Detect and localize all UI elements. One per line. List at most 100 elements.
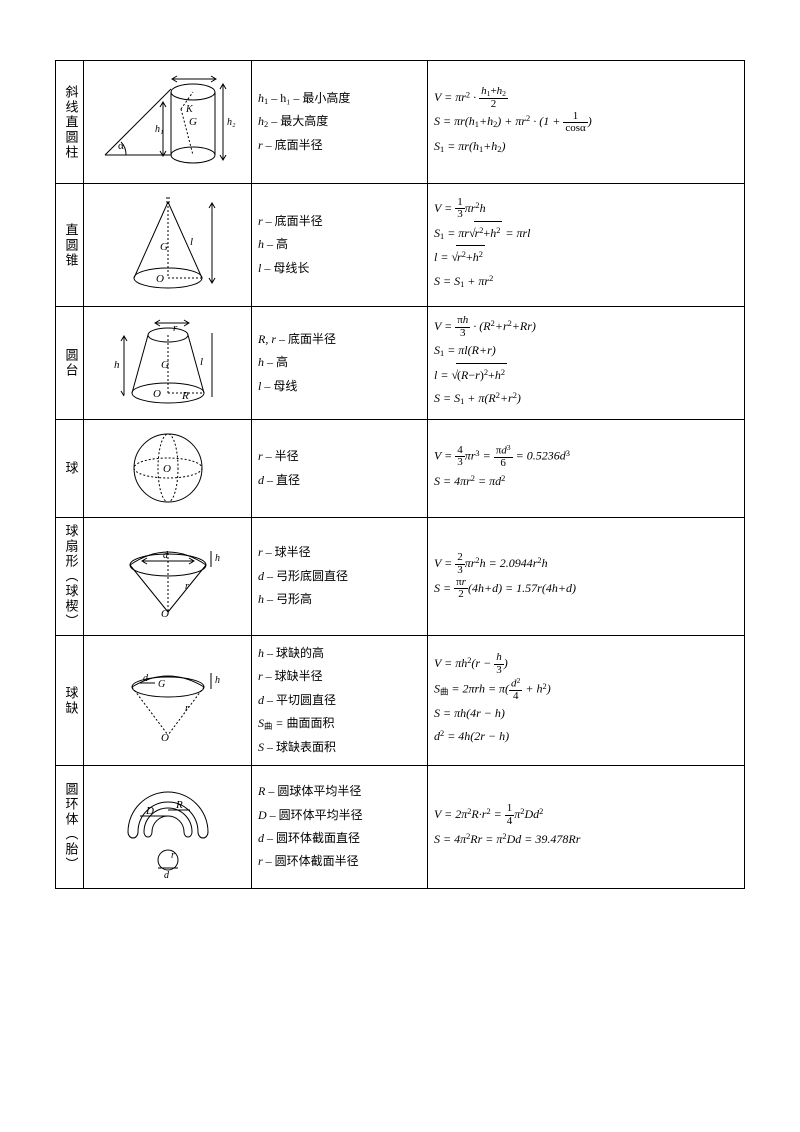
table-row: 球 O r – 半径 d – 直径 V = 43πr3 = πd36 = 0.5…	[56, 420, 745, 518]
param-line: r – 圆环体截面半径	[258, 850, 421, 873]
table-row: 圆环体︵胎︶ d D R r R – 圆球体平均半	[56, 766, 745, 889]
param-line: R, r – 底面半径	[258, 328, 421, 351]
formula-line: V = πr2 · h1+h22	[434, 86, 738, 111]
svg-text:α: α	[118, 140, 124, 152]
svg-text:r: r	[171, 850, 175, 861]
svg-text:G: G	[160, 241, 168, 253]
formula-line: S = πr(h1+h2) + πr2 · (1 + 1cosα)	[434, 110, 738, 134]
svg-text:h: h	[215, 675, 220, 686]
formula-cell: V = πr2 · h1+h22 S = πr(h1+h2) + πr2 · (…	[428, 61, 745, 184]
shape-name: 直圆锥	[62, 223, 80, 268]
svg-text:G: G	[158, 679, 165, 690]
formula-line: S = 4π2Rr = π2Dd = 39.478Rr	[434, 828, 738, 851]
param-line: h – 高	[258, 351, 421, 374]
svg-text:O: O	[153, 388, 161, 400]
svg-text:O: O	[161, 732, 169, 744]
svg-text:G: G	[189, 116, 197, 128]
svg-text:h: h	[215, 553, 220, 564]
formula-line: S = πr2(4h+d) = 1.57r(4h+d)	[434, 577, 738, 601]
param-line: l – 母线长	[258, 257, 421, 280]
table-row: 圆台 G O R r h l R,	[56, 307, 745, 420]
param-line: l – 母线	[258, 375, 421, 398]
formula-line: S = 4πr2 = πd2	[434, 470, 738, 493]
formula-line: S曲 = 2πrh = π(d24 + h2)	[434, 677, 738, 703]
figure-cell: O G d r h	[84, 636, 252, 766]
formula-cell: V = 23πr2h = 2.0944r2h S = πr2(4h+d) = 1…	[428, 518, 745, 636]
svg-text:h₁: h₁	[155, 124, 163, 135]
param-line: r – 底面半径	[258, 134, 421, 157]
formula-line: V = 13πr2h	[434, 197, 738, 221]
svg-text:r: r	[173, 322, 178, 334]
table-row: 直圆锥 G O l r – 底面半径 h – 高 l – 母线长 V = 13π…	[56, 184, 745, 307]
svg-text:l: l	[190, 236, 193, 248]
svg-text:O: O	[156, 273, 164, 285]
param-line: h – 高	[258, 233, 421, 256]
param-line: h2 – 最大高度	[258, 110, 421, 133]
figure-cell: G O l	[84, 184, 252, 307]
formula-line: l = √(R−r)2+h2	[434, 363, 738, 387]
geometry-formula-table: 斜线直圆柱 G K α h₁ h₂	[55, 60, 745, 889]
param-cell: R – 圆球体平均半径 D – 圆环体平均半径 d – 圆环体截面直径 r – …	[252, 766, 428, 889]
svg-text:R: R	[175, 799, 183, 811]
formula-line: S1 = πl(R+r)	[434, 339, 738, 362]
svg-text:h: h	[114, 359, 120, 371]
param-line: h1 – h₁ – 最小高度	[258, 87, 421, 110]
param-cell: R, r – 底面半径 h – 高 l – 母线	[252, 307, 428, 420]
param-line: d – 直径	[258, 469, 421, 492]
table-row: 球扇形︵球楔︶ O d r h r – 球半径 d – 弓形底圆直径 h – 弓…	[56, 518, 745, 636]
param-line: h – 弓形高	[258, 588, 421, 611]
svg-text:O: O	[163, 463, 171, 475]
svg-text:r: r	[185, 581, 189, 592]
shape-name: 球扇形︵球楔︶	[62, 524, 80, 629]
svg-text:K: K	[185, 104, 194, 115]
formula-line: l = √r2+h2	[434, 245, 738, 269]
param-line: r – 半径	[258, 445, 421, 468]
shape-name: 圆环体︵胎︶	[62, 782, 80, 872]
svg-text:R: R	[181, 390, 189, 402]
table-row: 球缺 O G d r h h – 球缺的高 r – 球缺半径 d – 平切圆直径…	[56, 636, 745, 766]
formula-line: S1 = πr(h1+h2)	[434, 135, 738, 158]
formula-cell: V = 43πr3 = πd36 = 0.5236d3 S = 4πr2 = π…	[428, 420, 745, 518]
formula-cell: V = πh2(r − h3) S曲 = 2πrh = π(d24 + h2) …	[428, 636, 745, 766]
svg-text:h₂: h₂	[227, 117, 236, 128]
formula-cell: V = πh3 · (R2+r2+Rr) S1 = πl(R+r) l = √(…	[428, 307, 745, 420]
svg-text:D: D	[145, 805, 154, 817]
figure-cell: G O R r h l	[84, 307, 252, 420]
shape-name: 圆台	[62, 348, 80, 378]
svg-text:d: d	[164, 870, 170, 881]
svg-text:l: l	[200, 356, 203, 368]
param-cell: h – 球缺的高 r – 球缺半径 d – 平切圆直径 S曲 = 曲面面积 S …	[252, 636, 428, 766]
shape-name: 球	[62, 461, 80, 476]
param-line: d – 平切圆直径	[258, 689, 421, 712]
formula-line: V = 23πr2h = 2.0944r2h	[434, 552, 738, 576]
param-line: d – 弓形底圆直径	[258, 565, 421, 588]
param-cell: r – 底面半径 h – 高 l – 母线长	[252, 184, 428, 307]
formula-line: V = 43πr3 = πd36 = 0.5236d3	[434, 444, 738, 470]
formula-cell: V = 2π2R·r2 = 14π2Dd2 S = 4π2Rr = π2Dd =…	[428, 766, 745, 889]
formula-line: V = 2π2R·r2 = 14π2Dd2	[434, 803, 738, 827]
figure-cell: d D R r	[84, 766, 252, 889]
svg-text:r: r	[185, 703, 189, 714]
table-row: 斜线直圆柱 G K α h₁ h₂	[56, 61, 745, 184]
param-line: D – 圆环体平均半径	[258, 804, 421, 827]
formula-line: d2 = 4h(2r − h)	[434, 725, 738, 748]
param-line: r – 底面半径	[258, 210, 421, 233]
figure-cell: O d r h	[84, 518, 252, 636]
formula-line: S = πh(4r − h)	[434, 702, 738, 725]
param-line: S曲 = 曲面面积	[258, 712, 421, 735]
shape-name: 斜线直圆柱	[62, 85, 80, 160]
figure-cell: G K α h₁ h₂	[84, 61, 252, 184]
formula-line: S = S1 + πr2	[434, 270, 738, 293]
figure-cell: O	[84, 420, 252, 518]
svg-text:G: G	[161, 359, 169, 371]
param-line: r – 球缺半径	[258, 665, 421, 688]
param-line: d – 圆环体截面直径	[258, 827, 421, 850]
param-line: R – 圆球体平均半径	[258, 780, 421, 803]
formula-line: V = πh3 · (R2+r2+Rr)	[434, 315, 738, 339]
svg-text:O: O	[161, 608, 169, 620]
param-line: h – 球缺的高	[258, 642, 421, 665]
param-cell: h1 – h₁ – 最小高度 h2 – 最大高度 r – 底面半径	[252, 61, 428, 184]
param-line: r – 球半径	[258, 541, 421, 564]
formula-line: V = πh2(r − h3)	[434, 652, 738, 676]
shape-name: 球缺	[62, 686, 80, 716]
